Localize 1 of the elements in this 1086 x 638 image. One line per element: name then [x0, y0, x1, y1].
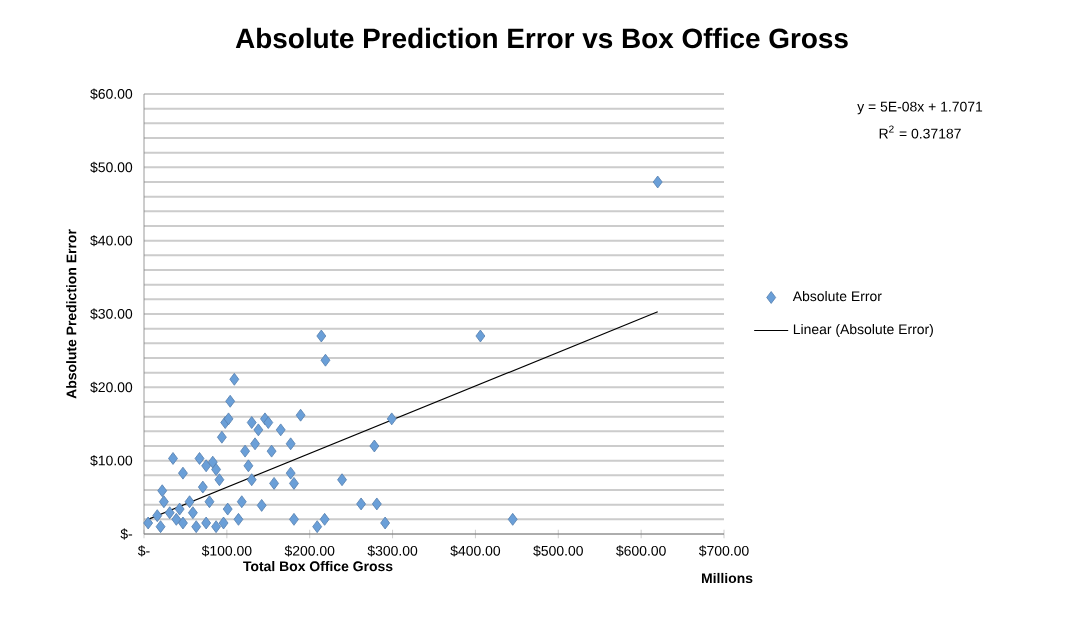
chart-title: Absolute Prediction Error vs Box Office Gross [235, 27, 848, 49]
